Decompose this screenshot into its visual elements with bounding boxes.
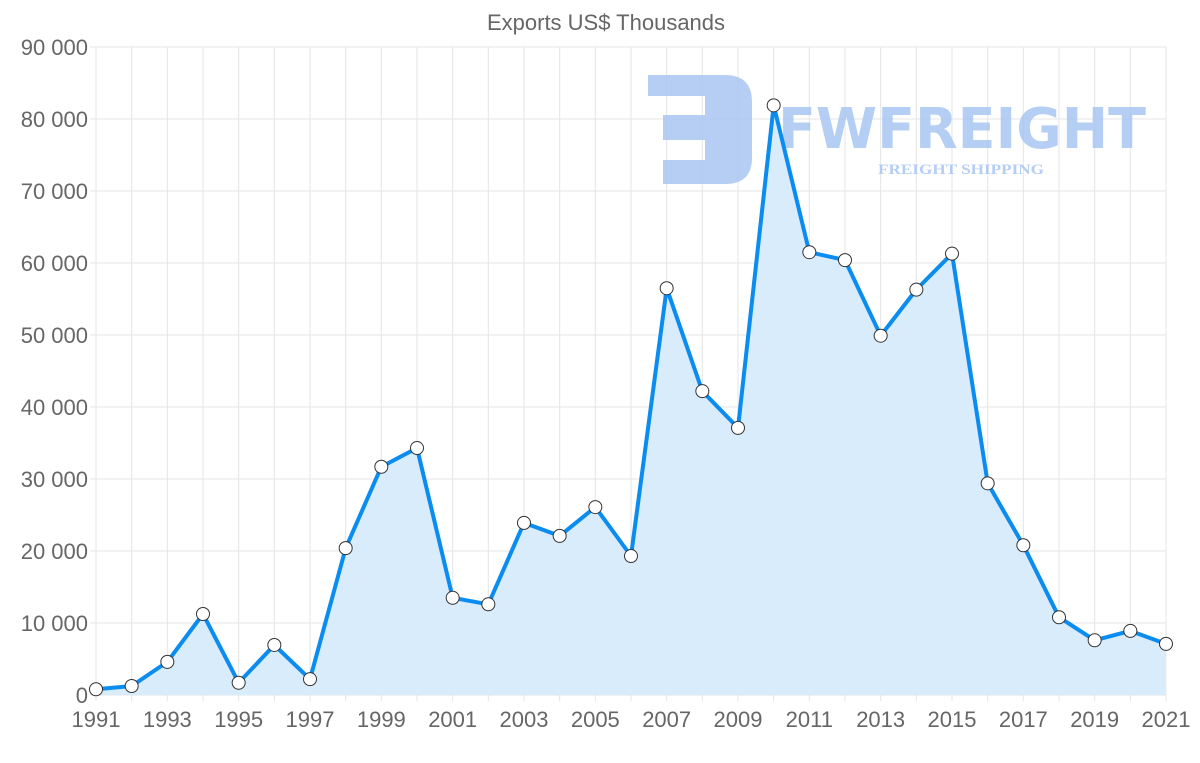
y-tick-label: 80 000: [21, 107, 88, 132]
data-point: [1052, 610, 1066, 625]
watermark-brand: FWFREIGHT: [778, 97, 1146, 162]
data-point: [124, 679, 139, 693]
data-point: [624, 549, 638, 564]
data-point: [89, 682, 103, 697]
x-tick-label: 1997: [286, 707, 335, 732]
data-point: [1159, 636, 1173, 651]
x-tick-label: 2015: [928, 707, 977, 732]
x-tick-label: 2011: [786, 707, 833, 732]
data-point: [1087, 633, 1102, 648]
x-tick-label: 1995: [214, 707, 263, 732]
data-point: [659, 281, 674, 296]
data-point: [1123, 623, 1138, 638]
chart-title: Exports US$ Thousands: [487, 10, 725, 35]
y-tick-label: 90 000: [21, 35, 88, 60]
data-point: [196, 607, 210, 621]
data-point: [766, 98, 781, 113]
y-tick-label: 50 000: [21, 323, 88, 348]
y-tick-label: 60 000: [21, 251, 88, 276]
data-point: [838, 253, 852, 268]
x-tick-label: 2021: [1142, 707, 1191, 732]
y-tick-label: 0: [76, 683, 88, 708]
data-point: [873, 328, 888, 343]
y-tick-label: 20 000: [21, 539, 88, 564]
series-area: [96, 105, 1166, 696]
x-tick-label: 2019: [1070, 707, 1119, 732]
x-tick-label: 2013: [856, 707, 905, 732]
logo-mark: [648, 75, 752, 184]
x-tick-label: 2003: [500, 707, 549, 732]
x-tick-label: 2007: [642, 707, 691, 732]
y-tick-label: 10 000: [21, 611, 88, 636]
data-point: [552, 528, 567, 543]
x-tick-label: 2001: [428, 707, 477, 732]
data-point: [160, 654, 175, 669]
data-point: [303, 672, 317, 687]
watermark-tagline: FREIGHT SHIPPING: [878, 162, 1044, 178]
data-point: [517, 515, 531, 530]
data-point: [1016, 538, 1031, 553]
y-tick-label: 30 000: [21, 467, 88, 492]
data-point: [231, 675, 246, 690]
data-point: [695, 384, 710, 399]
data-point: [945, 246, 959, 261]
data-point: [445, 590, 460, 605]
data-point: [374, 459, 389, 474]
data-point: [980, 476, 995, 491]
data-point: [909, 282, 924, 297]
x-tick-label: 2005: [571, 707, 620, 732]
y-tick-label: 40 000: [21, 395, 88, 420]
data-point: [802, 245, 817, 260]
series-layer: [89, 98, 1173, 697]
watermark-logo: FWFREIGHT FREIGHT SHIPPING: [648, 75, 1146, 184]
axes: 0 10 000 20 000 30 000 40 000 50 000 60 000 70 …: [21, 35, 1191, 732]
data-point: [338, 541, 353, 556]
x-tick-label: 2009: [714, 707, 763, 732]
y-tick-label: 70 000: [21, 179, 88, 204]
data-point: [267, 637, 282, 652]
x-tick-label: 1999: [357, 707, 406, 732]
data-point: [588, 500, 603, 515]
data-point: [410, 441, 424, 456]
x-tick-label: 1991: [72, 707, 121, 732]
data-point: [481, 597, 496, 612]
data-point: [731, 420, 745, 435]
x-tick-label: 1993: [143, 707, 192, 732]
x-tick-label: 2017: [999, 707, 1048, 732]
